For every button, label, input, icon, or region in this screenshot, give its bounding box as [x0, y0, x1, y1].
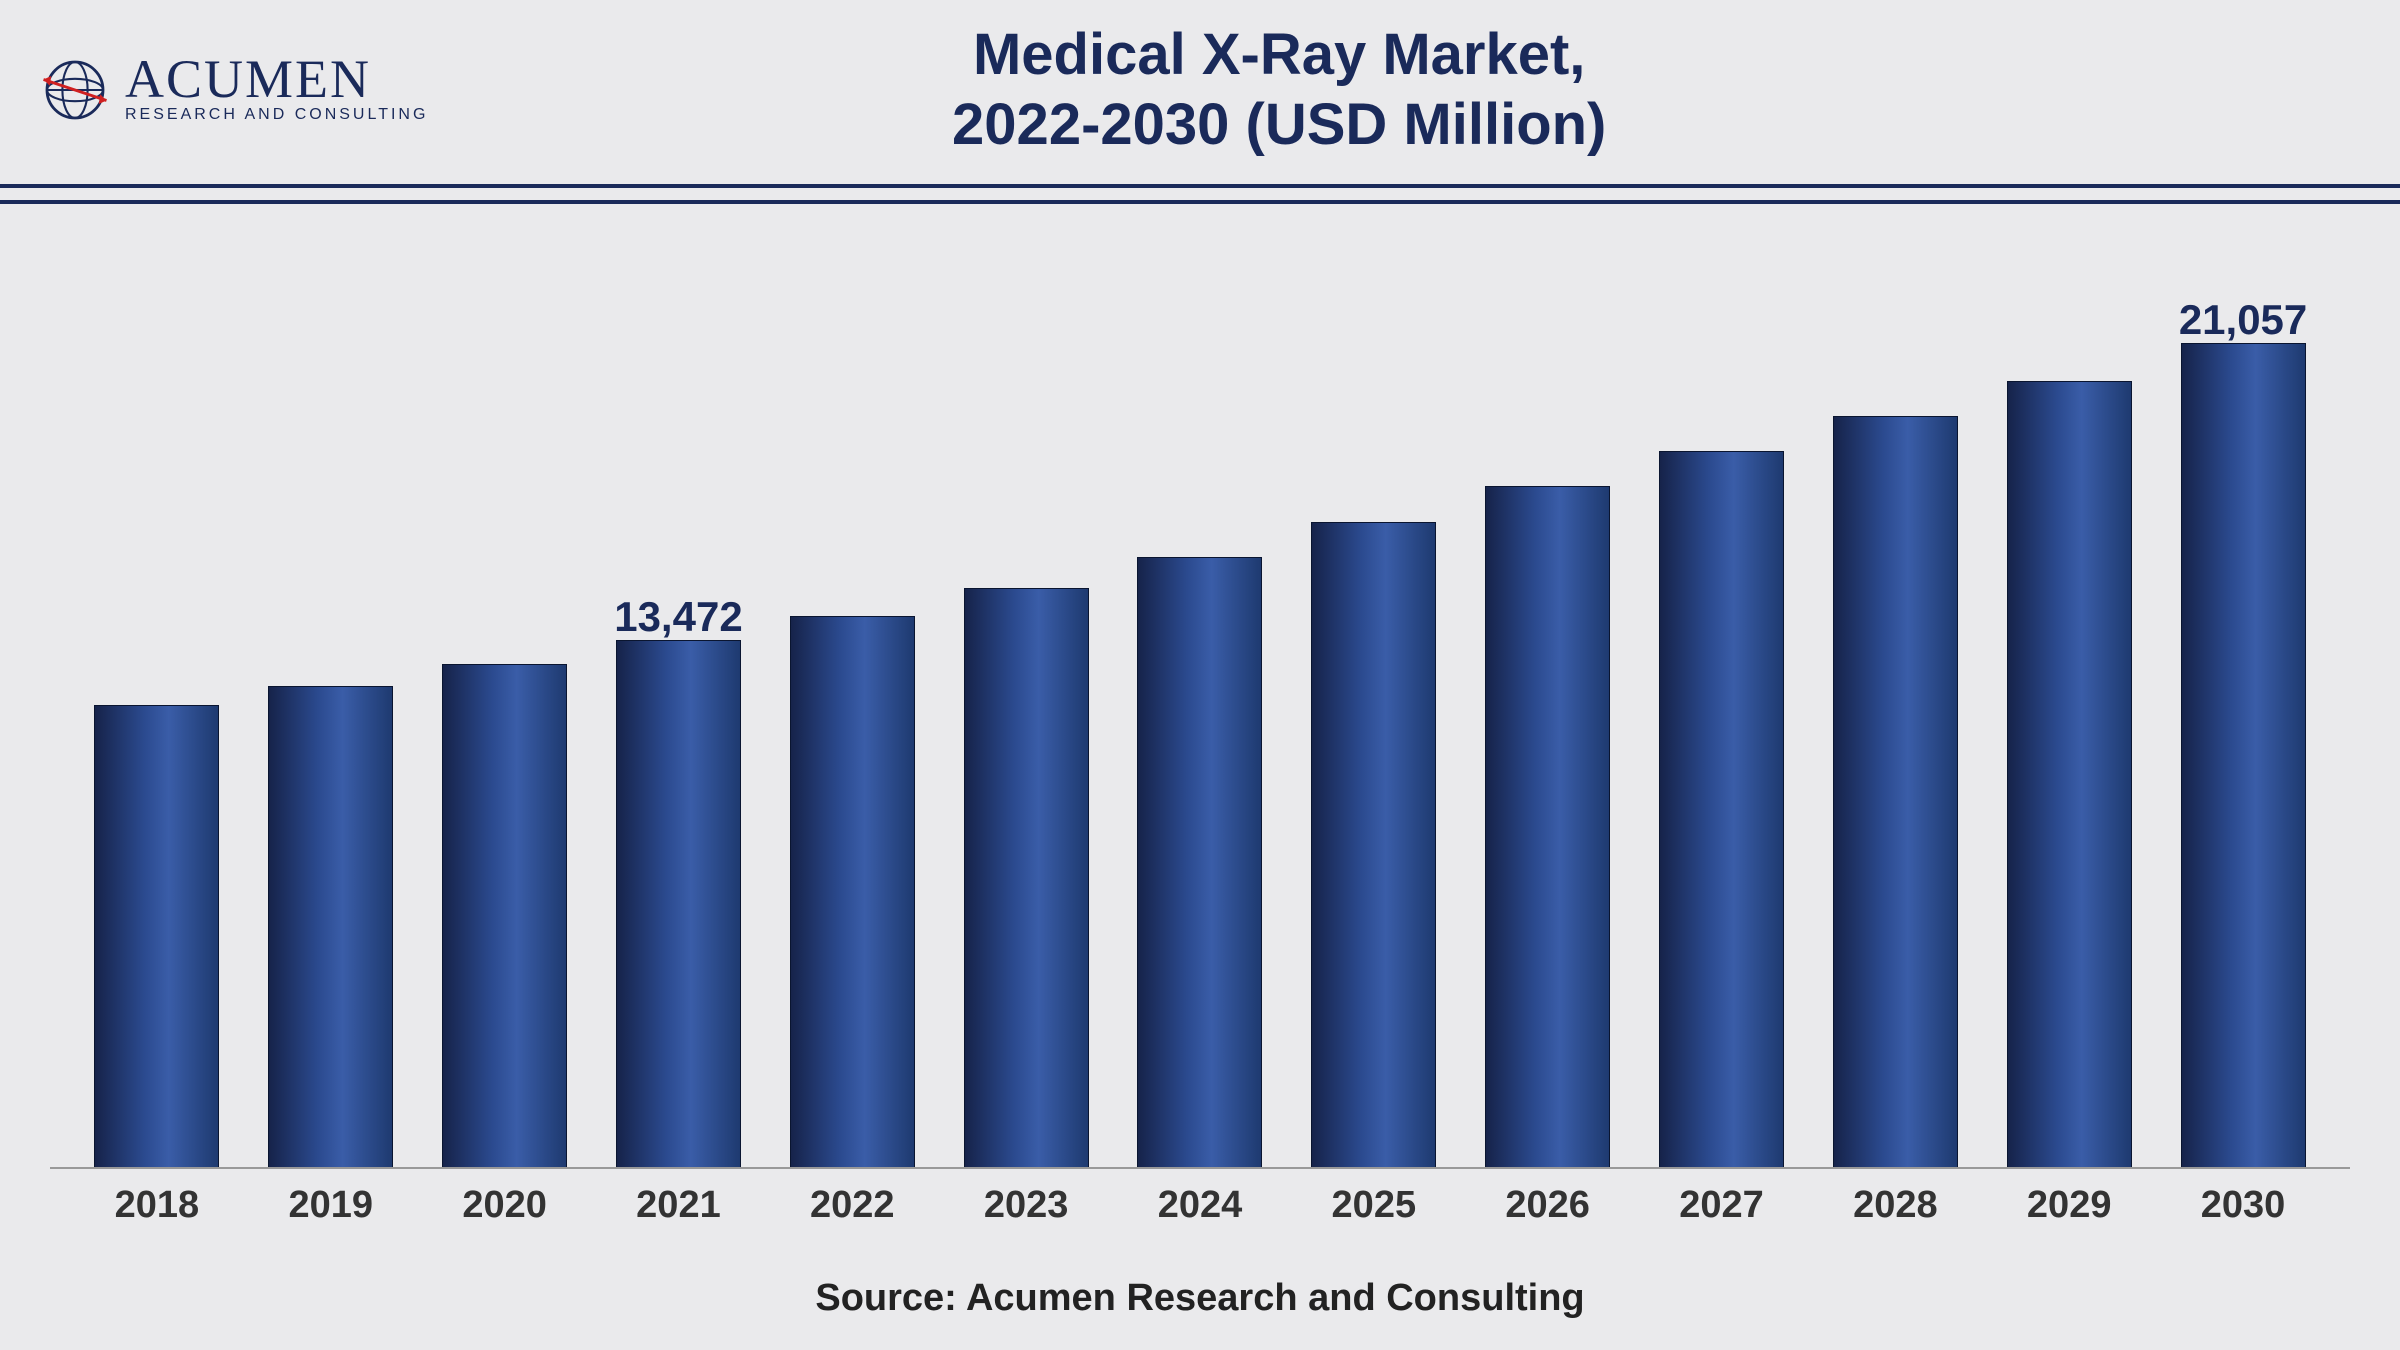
x-axis-label: 2018: [70, 1184, 244, 1227]
x-axis-label: 2019: [244, 1184, 418, 1227]
x-axis-label: 2023: [939, 1184, 1113, 1227]
bar-group: [1982, 381, 2156, 1167]
bar-value-label: 21,057: [2179, 296, 2307, 344]
bar-group: [939, 588, 1113, 1167]
bar: [964, 588, 1089, 1167]
brand-tagline: RESEARCH AND CONSULTING: [125, 106, 428, 124]
bar: [94, 705, 219, 1167]
brand-name: ACUMEN: [125, 55, 428, 104]
bar-group: [70, 705, 244, 1167]
bar: [790, 616, 915, 1167]
chart-title: Medical X-Ray Market, 2022-2030 (USD Mil…: [498, 20, 2360, 159]
source-text: Source: Acumen Research and Consulting: [50, 1277, 2350, 1320]
bar: [2007, 381, 2132, 1167]
bar: [442, 664, 567, 1167]
brand-logo: ACUMEN RESEARCH AND CONSULTING: [40, 55, 458, 125]
bar: 13,472: [616, 640, 741, 1167]
bar-group: [1287, 522, 1461, 1167]
bar: [1659, 451, 1784, 1167]
x-axis-label: 2026: [1461, 1184, 1635, 1227]
bar-group: [244, 686, 418, 1167]
bar-group: [1113, 557, 1287, 1167]
bar: [1311, 522, 1436, 1167]
x-axis-label: 2021: [592, 1184, 766, 1227]
bar-group: [418, 664, 592, 1167]
bar: [1137, 557, 1262, 1167]
bar-group: [1808, 416, 1982, 1167]
bar-group: [1461, 486, 1635, 1167]
brand-text: ACUMEN RESEARCH AND CONSULTING: [125, 55, 428, 124]
x-axis-label: 2027: [1635, 1184, 1809, 1227]
x-axis-label: 2020: [418, 1184, 592, 1227]
bar: [1485, 486, 1610, 1167]
x-axis-label: 2028: [1808, 1184, 1982, 1227]
bar-value-label: 13,472: [614, 593, 742, 641]
globe-icon: [40, 55, 110, 125]
bar-group: [765, 616, 939, 1167]
x-axis-label: 2024: [1113, 1184, 1287, 1227]
title-line-2: 2022-2030 (USD Million): [498, 90, 2060, 160]
x-axis-label: 2029: [1982, 1184, 2156, 1227]
bar-group: 13,472: [592, 640, 766, 1167]
plot-area: 13,472 21,057: [50, 264, 2350, 1169]
x-axis: 2018201920202021202220232024202520262027…: [50, 1169, 2350, 1227]
bar-group: 21,057: [2156, 343, 2330, 1167]
chart-container: 13,47221,057 201820192020202120222023202…: [0, 200, 2400, 1350]
x-axis-label: 2022: [765, 1184, 939, 1227]
bar: [268, 686, 393, 1167]
x-axis-label: 2025: [1287, 1184, 1461, 1227]
bar: [1833, 416, 1958, 1167]
x-axis-label: 2030: [2156, 1184, 2330, 1227]
header-bar: ACUMEN RESEARCH AND CONSULTING Medical X…: [0, 0, 2400, 188]
bar: 21,057: [2181, 343, 2306, 1167]
title-line-1: Medical X-Ray Market,: [498, 20, 2060, 90]
bar-group: [1635, 451, 1809, 1167]
